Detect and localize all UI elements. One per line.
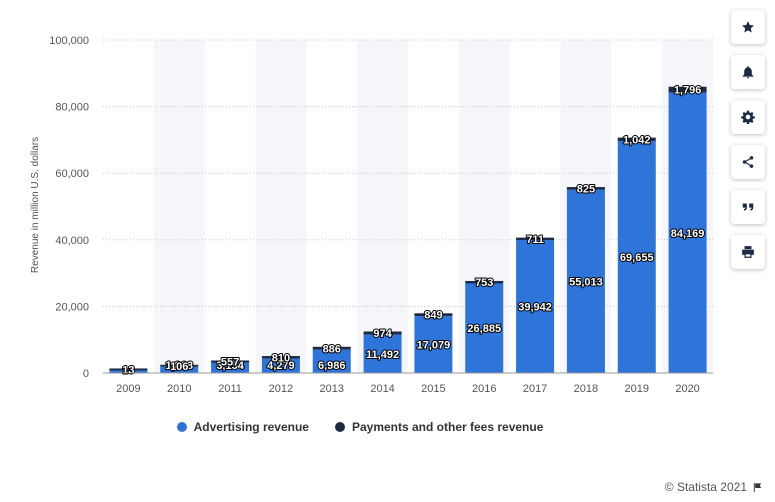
bar-payments[interactable] [566, 187, 605, 190]
bar-payments[interactable] [211, 360, 250, 363]
notification-button[interactable] [731, 55, 765, 89]
y-tick-label: 80,000 [55, 102, 89, 114]
bar-advertising[interactable] [211, 362, 250, 373]
bar-advertising[interactable] [160, 366, 199, 373]
print-button[interactable] [731, 235, 765, 269]
column-band [255, 40, 307, 373]
data-label-payments: 886 [323, 343, 341, 355]
data-label-payments: 849 [424, 310, 442, 322]
data-label-payments: 1,796 [674, 85, 702, 97]
share-button[interactable] [731, 145, 765, 179]
bar-advertising[interactable] [109, 370, 148, 373]
bar-advertising[interactable] [668, 92, 707, 374]
favorite-button[interactable] [731, 10, 765, 44]
data-label-advertising: 17,079 [417, 340, 451, 352]
x-tick-label: 2012 [269, 383, 293, 395]
legend-label-advertising: Advertising revenue [193, 420, 309, 434]
credit: © Statista 2021 [665, 480, 763, 494]
data-label-advertising: 3,154 [216, 360, 244, 372]
bar-payments[interactable] [414, 313, 453, 317]
y-tick-label: 100,000 [49, 35, 89, 47]
y-tick-label: 0 [83, 368, 89, 380]
legend-dot-advertising [176, 422, 187, 432]
bar-payments[interactable] [261, 356, 300, 359]
legend-item-advertising[interactable]: Advertising revenue [176, 420, 309, 434]
bar-advertising[interactable] [414, 316, 453, 373]
flag-icon[interactable] [752, 482, 763, 493]
legend-item-payments[interactable]: Payments and other fees revenue [334, 420, 544, 434]
bar-payments[interactable] [109, 368, 148, 371]
y-tick-label: 20,000 [55, 301, 89, 313]
data-label-payments: 810 [272, 352, 290, 364]
credit-text[interactable]: © Statista 2021 [664, 480, 747, 494]
bar-payments[interactable] [465, 280, 504, 284]
settings-button[interactable] [731, 100, 765, 134]
column-band [357, 40, 408, 373]
x-tick-label: 2018 [574, 383, 598, 395]
x-tick-label: 2015 [421, 383, 445, 395]
data-label-payments: 711 [526, 234, 544, 246]
quote-icon [742, 203, 754, 211]
data-label-payments: 974 [373, 328, 392, 340]
bar-payments[interactable] [668, 86, 707, 93]
y-tick-label: 60,000 [55, 168, 89, 180]
data-label-payments: 557 [221, 356, 239, 368]
bar-payments[interactable] [617, 137, 656, 142]
y-axis-label: Revenue in million U.S. dollars [30, 137, 41, 273]
bar-payments[interactable] [160, 364, 199, 367]
data-label-advertising: 39,942 [518, 301, 552, 313]
data-label-payments: 1,042 [623, 134, 651, 146]
x-tick-label: 2013 [320, 383, 344, 395]
data-label-advertising: 26,885 [467, 323, 501, 335]
data-label-advertising: 11,492 [366, 349, 399, 361]
data-label-payments: 825 [577, 183, 595, 195]
x-tick-label: 2017 [523, 383, 547, 395]
bar-advertising[interactable] [312, 349, 351, 373]
print-icon [742, 246, 754, 258]
legend-dot-payments [334, 422, 345, 432]
data-label-advertising: 4,279 [267, 360, 295, 372]
bar-advertising[interactable] [465, 283, 504, 373]
data-label-advertising: 55,013 [569, 276, 603, 288]
cite-button[interactable] [731, 190, 765, 224]
x-tick-label: 2011 [218, 383, 242, 395]
y-tick-label: 40,000 [55, 235, 89, 247]
x-tick-label: 2009 [116, 383, 140, 395]
data-label-payments: 106 [170, 361, 188, 373]
bar-advertising[interactable] [363, 334, 402, 373]
bars [109, 86, 707, 374]
star-icon [742, 21, 754, 33]
toolbar [731, 10, 765, 280]
bar-advertising[interactable] [261, 358, 300, 373]
column-band [153, 40, 205, 373]
data-label-advertising: 84,169 [671, 228, 705, 240]
bar-advertising[interactable] [617, 141, 656, 373]
x-tick-label: 2016 [472, 383, 496, 395]
x-tick-label: 2019 [625, 383, 649, 395]
bell-icon [742, 66, 754, 79]
data-label-advertising: 6,986 [318, 360, 346, 372]
x-tick-label: 2020 [675, 383, 699, 395]
data-label-payments: 753 [475, 277, 493, 289]
gear-icon [741, 110, 755, 124]
legend: Advertising revenue Payments and other f… [0, 420, 720, 434]
bar-advertising[interactable] [516, 239, 555, 373]
share-icon [742, 156, 754, 168]
bar-payments[interactable] [312, 346, 351, 350]
bar-advertising[interactable] [566, 189, 605, 373]
data-label-advertising: 69,655 [620, 252, 654, 264]
data-label-advertising: 1,868 [165, 360, 193, 372]
x-tick-label: 2010 [167, 383, 191, 395]
axes: 0 20,000 40,000 60,000 80,000 100,000 2009 2010… [49, 35, 713, 395]
bar-payments[interactable] [516, 237, 555, 240]
legend-label-payments: Payments and other fees revenue [351, 420, 544, 434]
bar-payments[interactable] [363, 331, 402, 335]
data-label-payments: 13 [122, 364, 134, 376]
x-tick-label: 2014 [370, 383, 394, 395]
